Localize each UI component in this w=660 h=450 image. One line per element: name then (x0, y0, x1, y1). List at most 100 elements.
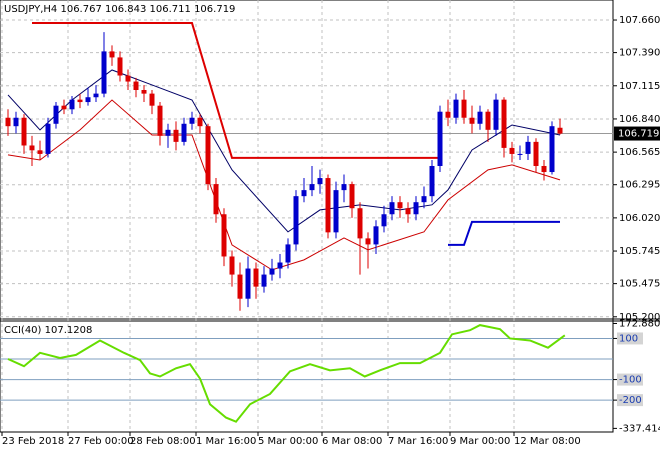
candle-body (205, 126, 211, 185)
candle-body (437, 111, 443, 166)
y-tick-label: 106.565 (619, 147, 660, 158)
candle-body (117, 57, 123, 76)
candle-body (381, 214, 387, 227)
candle-body (141, 89, 147, 94)
level-label-box (617, 394, 643, 407)
y-tick-label: 105.745 (619, 246, 660, 257)
current-price-box (614, 126, 660, 141)
candle-body (357, 208, 363, 239)
candle-body (349, 184, 355, 209)
indicator-line (7, 69, 561, 233)
candle-body (133, 81, 139, 90)
y-tick-label: 100 (619, 333, 638, 344)
candle-body (325, 178, 331, 233)
candle-body (37, 150, 43, 154)
candle-body (157, 105, 163, 136)
candle-body (445, 111, 451, 118)
x-tick-label: 12 Mar 08:00 (514, 436, 581, 447)
y-tick-label: -100 (619, 375, 642, 386)
candle-body (525, 141, 531, 154)
candle-body (509, 147, 515, 154)
indicator-line (32, 22, 440, 159)
candle-body (61, 105, 67, 110)
candle-body (13, 117, 19, 127)
current-price-label: 106.719 (618, 129, 659, 140)
candle-body (277, 262, 283, 269)
candle-body (493, 99, 499, 130)
y-tick-label: 106.840 (619, 114, 660, 125)
x-tick-label: 5 Mar 00:00 (258, 436, 318, 447)
candle-body (165, 129, 171, 136)
y-tick-label: -337.4143 (619, 423, 660, 434)
candle-body (269, 268, 275, 275)
candle-body (429, 165, 435, 197)
candle-body (453, 99, 459, 118)
candle-body (317, 178, 323, 185)
x-tick-label: 7 Mar 16:00 (388, 436, 448, 447)
candle-body (29, 145, 35, 151)
candle-body (421, 196, 427, 203)
y-tick-label: 106.295 (619, 180, 660, 191)
candle-body (477, 111, 483, 124)
candle-body (397, 202, 403, 209)
candle-body (293, 196, 299, 245)
candle-body (101, 51, 107, 94)
candle-body (21, 117, 27, 146)
x-tick-label: 6 Mar 08:00 (322, 436, 382, 447)
candle-body (301, 190, 307, 197)
candle-body (197, 117, 203, 127)
candle-body (485, 111, 491, 130)
candle-body (405, 208, 411, 215)
candle-body (85, 97, 91, 103)
candle-body (341, 184, 347, 191)
y-tick-label: -200 (619, 395, 642, 406)
candle-body (557, 127, 563, 134)
x-tick-label: 27 Feb 00:00 (68, 436, 134, 447)
candle-body (125, 75, 131, 82)
candle-body (533, 141, 539, 166)
indicator-line (448, 220, 560, 246)
candle-body (181, 123, 187, 142)
x-tick-label: 1 Mar 16:00 (196, 436, 256, 447)
y-tick-label: 172.8802 (619, 318, 660, 329)
candle-body (109, 51, 115, 58)
y-tick-label: 105.475 (619, 279, 660, 290)
candle-body (365, 238, 371, 245)
x-tick-label: 23 Feb 2018 (2, 436, 64, 447)
x-tick-label: 9 Mar 00:00 (450, 436, 510, 447)
candle-body (93, 93, 99, 98)
candle-body (413, 202, 419, 215)
candle-body (229, 256, 235, 275)
cci-line (7, 324, 566, 423)
candle-body (245, 268, 251, 299)
y-tick-label: 107.115 (619, 81, 660, 92)
candle-body (469, 117, 475, 124)
candle-body (389, 202, 395, 215)
level-label-box (617, 373, 643, 386)
candle-body (501, 99, 507, 148)
indicator-title: CCI(40) 107.1208 (4, 325, 92, 336)
candle-body (213, 184, 219, 215)
candle-body (5, 117, 11, 127)
candle-body (333, 190, 339, 233)
candle-body (77, 99, 83, 103)
candle-body (461, 99, 467, 118)
level-label-box (617, 332, 643, 345)
candle-body (549, 126, 555, 173)
candle-body (261, 274, 267, 287)
candle-body (541, 165, 547, 173)
candle-body (221, 214, 227, 257)
y-tick-label: 105.200 (619, 312, 660, 323)
x-tick-label: 28 Feb 08:00 (130, 436, 196, 447)
y-tick-label: 107.660 (619, 15, 660, 26)
y-tick-label: 106.020 (619, 213, 660, 224)
candle-body (309, 184, 315, 191)
chart-title: USDJPY,H4 106.767 106.843 106.711 106.71… (4, 4, 235, 15)
candle-body (285, 244, 291, 263)
candle-body (237, 274, 243, 299)
plot-frame (0, 0, 614, 433)
candle-body (149, 93, 155, 106)
candle-body (189, 117, 195, 124)
candle-body (253, 268, 259, 287)
